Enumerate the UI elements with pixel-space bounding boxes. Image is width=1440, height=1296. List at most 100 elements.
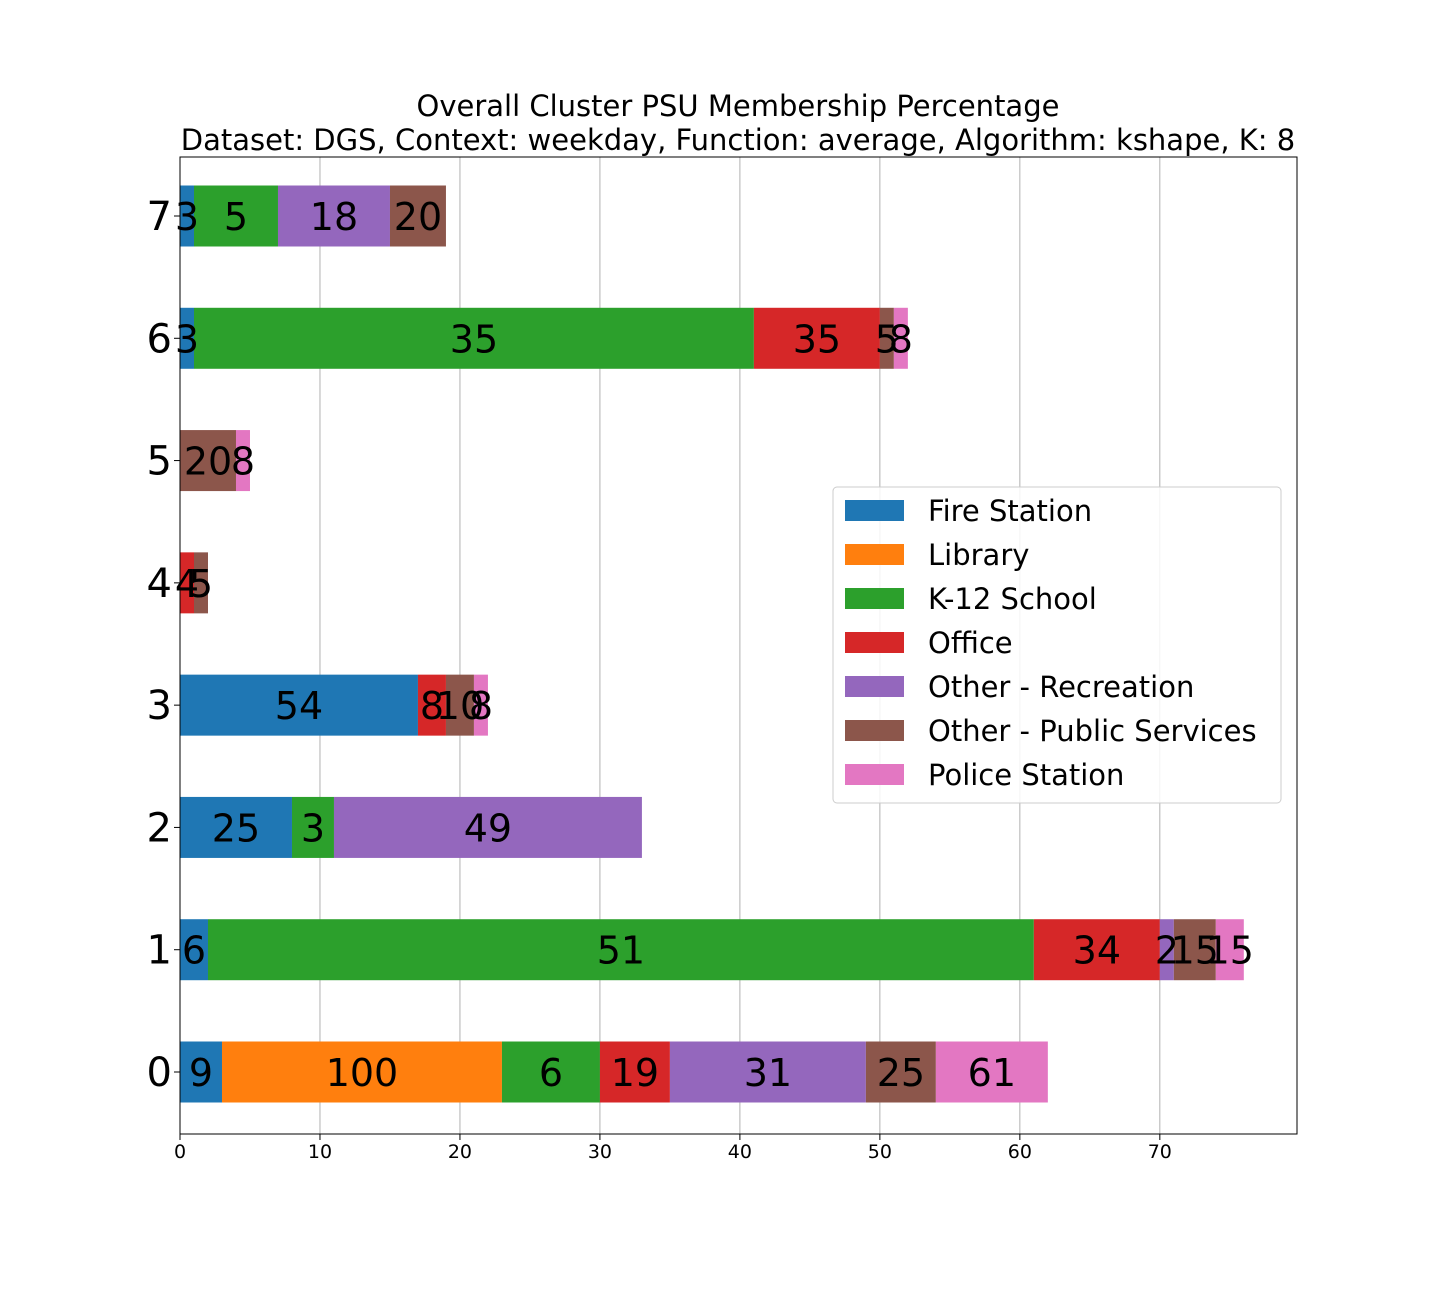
bar-labels: 9 6 25 54 3 3 100 6 51 3 35 5 19 34 8 4 35 31 2 49 18 25 15 10 5…	[175, 195, 1254, 1095]
legend-swatch	[845, 588, 904, 609]
bar-value-label: 4	[175, 562, 199, 606]
bar-value-label: 61	[968, 1051, 1016, 1095]
bar-segment	[193, 307, 754, 369]
bar-segment	[180, 919, 208, 981]
bar-segment	[333, 796, 642, 858]
bar-segment	[753, 307, 880, 369]
x-tick-label: 40	[728, 1141, 752, 1163]
bar-segment	[1033, 919, 1160, 981]
bar-value-label: 20	[394, 195, 442, 239]
legend-label: Other - Recreation	[928, 670, 1194, 704]
bar-value-label: 35	[450, 317, 498, 361]
bar-value-label: 25	[212, 806, 260, 850]
y-tick-label: 1	[147, 928, 172, 974]
bar-value-label: 15	[1206, 929, 1254, 973]
bar-value-label: 5	[875, 317, 899, 361]
bar-value-label: 3	[175, 195, 199, 239]
bar-value-label: 51	[597, 929, 645, 973]
x-tick-label: 0	[174, 1141, 186, 1163]
bar-segment	[277, 185, 390, 247]
bar-segment	[180, 185, 194, 247]
bar-value-label: 3	[175, 317, 199, 361]
legend-swatch	[845, 720, 904, 741]
bar-value-label: 8	[231, 440, 255, 484]
bar-value-label: 54	[275, 684, 323, 728]
bar-segment	[669, 1041, 866, 1103]
x-tick-label: 10	[308, 1141, 332, 1163]
y-tick-label: 2	[147, 805, 172, 851]
bar-segment	[935, 1041, 1048, 1103]
bar-segment	[235, 430, 250, 492]
legend-swatch	[845, 500, 904, 521]
legend-label: K-12 School	[928, 582, 1097, 616]
bar-value-label: 6	[539, 1051, 563, 1095]
bar-segment	[445, 674, 474, 736]
bar-segment	[865, 1041, 936, 1103]
x-tick-label: 50	[868, 1141, 892, 1163]
bar-segment	[1173, 919, 1216, 981]
bar-segment	[473, 674, 488, 736]
bar-value-label: 5	[224, 195, 248, 239]
legend-label: Police Station	[928, 758, 1124, 792]
y-tick-label: 5	[147, 439, 172, 485]
bar-value-label: 34	[1073, 929, 1121, 973]
bar-value-label: 19	[611, 1051, 659, 1095]
legend: Fire Station Library K-12 School Office Othe…	[832, 486, 1282, 804]
bar-segment	[193, 552, 208, 614]
bar-segment	[389, 185, 446, 247]
bar-segment	[599, 1041, 670, 1103]
bar-value-label: 9	[189, 1051, 213, 1095]
legend-label: Library	[928, 538, 1029, 572]
y-tick-label: 7	[147, 194, 172, 240]
bar-segment	[180, 430, 236, 492]
bar-value-label: 5	[189, 562, 213, 606]
legend-label: Other - Public Services	[928, 714, 1257, 748]
bar-value-label: 18	[310, 195, 358, 239]
bar-segment	[879, 307, 894, 369]
bar-value-label: 6	[182, 929, 206, 973]
bar-segment	[221, 1041, 502, 1103]
y-tick-label: 3	[147, 683, 172, 729]
plot-frame	[179, 156, 1298, 1135]
x-axis: 0 10 20 30 40 50 60 70	[174, 1134, 1172, 1163]
legend-swatch	[845, 764, 904, 785]
bar-segment	[193, 185, 278, 247]
bar-segment	[207, 919, 1034, 981]
y-axis: 0 1 2 3 4 5 6 7	[147, 194, 180, 1096]
bar-segment	[1159, 919, 1174, 981]
x-tick-label: 60	[1008, 1141, 1032, 1163]
bars	[180, 185, 1244, 1103]
bar-segment	[180, 674, 418, 736]
chart-subtitle: Dataset: DGS, Context: weekday, Function…	[181, 123, 1295, 157]
bar-segment	[291, 796, 334, 858]
x-tick-label: 20	[448, 1141, 472, 1163]
x-tick-label: 30	[588, 1141, 612, 1163]
bar-value-label: 20	[184, 440, 232, 484]
bar-segment	[180, 307, 194, 369]
chart-title: Overall Cluster PSU Membership Percentag…	[417, 89, 1060, 123]
legend-label: Fire Station	[928, 494, 1092, 528]
bar-segment	[180, 1041, 222, 1103]
bar-value-label: 15	[1171, 929, 1219, 973]
bar-value-label: 49	[464, 806, 512, 850]
legend-label: Office	[928, 626, 1013, 660]
bar-value-label: 8	[469, 684, 493, 728]
bar-segment	[180, 796, 292, 858]
bar-value-label: 35	[793, 317, 841, 361]
y-tick-label: 4	[147, 561, 172, 607]
bar-value-label: 8	[420, 684, 444, 728]
bar-segment	[501, 1041, 600, 1103]
legend-swatch	[845, 544, 904, 565]
legend-swatch	[845, 632, 904, 653]
x-tick-label: 70	[1148, 1141, 1172, 1163]
bar-value-label: 3	[301, 806, 325, 850]
legend-box	[832, 486, 1282, 804]
bar-value-label: 8	[889, 317, 913, 361]
legend-swatch	[845, 676, 904, 697]
y-tick-label: 0	[147, 1050, 172, 1096]
bar-segment	[1215, 919, 1244, 981]
bar-value-label: 10	[436, 684, 484, 728]
bar-value-label: 2	[1155, 929, 1179, 973]
